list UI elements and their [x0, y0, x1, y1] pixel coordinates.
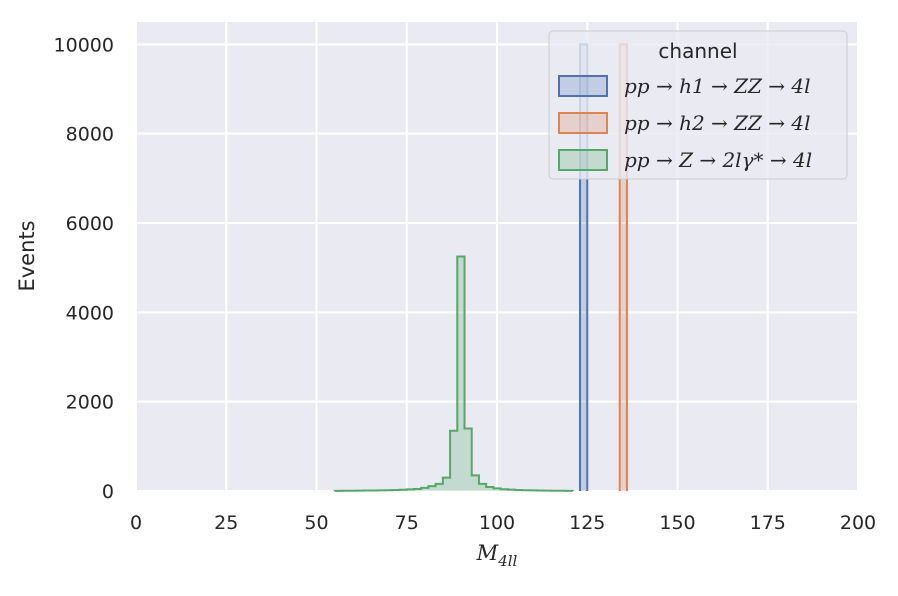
histogram-bar [493, 488, 501, 491]
y-axis-label: Events [15, 220, 39, 291]
x-tick-label: 175 [750, 512, 786, 534]
y-tick-label: 0 [102, 481, 114, 503]
histogram-outline [333, 255, 574, 492]
x-tick-label: 100 [479, 512, 515, 534]
y-tick-label: 4000 [66, 302, 114, 324]
histogram-bar [435, 483, 443, 491]
y-tick-label: 2000 [66, 392, 114, 414]
histogram-bar [428, 486, 436, 491]
histogram-series [333, 255, 574, 492]
x-tick-label: 150 [659, 512, 695, 534]
tick-labels: 0 25 50 75 100 125 150 175 200020004000600080001… [54, 34, 877, 534]
x-tick-label: 50 [304, 512, 328, 534]
histogram-bar [413, 488, 422, 491]
x-tick-label: 200 [840, 512, 876, 534]
histogram-bar [486, 486, 494, 491]
legend-entry-label: pp → h1 → ZZ → 4l [624, 74, 811, 98]
legend-entry-label: pp → Z → 2lγ* → 4l [624, 148, 812, 172]
x-axis-label: M4ll [476, 541, 518, 570]
y-tick-label: 6000 [66, 213, 114, 235]
legend-swatch [558, 112, 608, 134]
histogram-bar [442, 477, 451, 491]
x-tick-label: 75 [395, 512, 419, 534]
legend-title: channel [658, 39, 737, 63]
x-tick-label: 0 [130, 512, 142, 534]
x-tick-label: 125 [569, 512, 605, 534]
y-tick-label: 10000 [54, 34, 114, 56]
legend-box [548, 30, 848, 180]
legend: channel pp → h1 → ZZ → 4l pp → h2 → ZZ → … [548, 30, 848, 180]
histogram-bar [478, 483, 487, 491]
histogram-bar [421, 487, 429, 491]
legend-entry-label: pp → h2 → ZZ → 4l [624, 111, 811, 135]
histogram-bar [464, 428, 472, 491]
x-tick-label: 25 [214, 512, 238, 534]
histogram-bar [457, 256, 465, 491]
histogram-bar [619, 44, 627, 491]
histogram-bar [471, 475, 479, 491]
y-tick-label: 8000 [66, 124, 114, 146]
legend-swatch [558, 149, 608, 171]
legend-swatch [558, 75, 608, 97]
histogram-bar [580, 44, 588, 491]
histogram-bar [450, 430, 458, 491]
